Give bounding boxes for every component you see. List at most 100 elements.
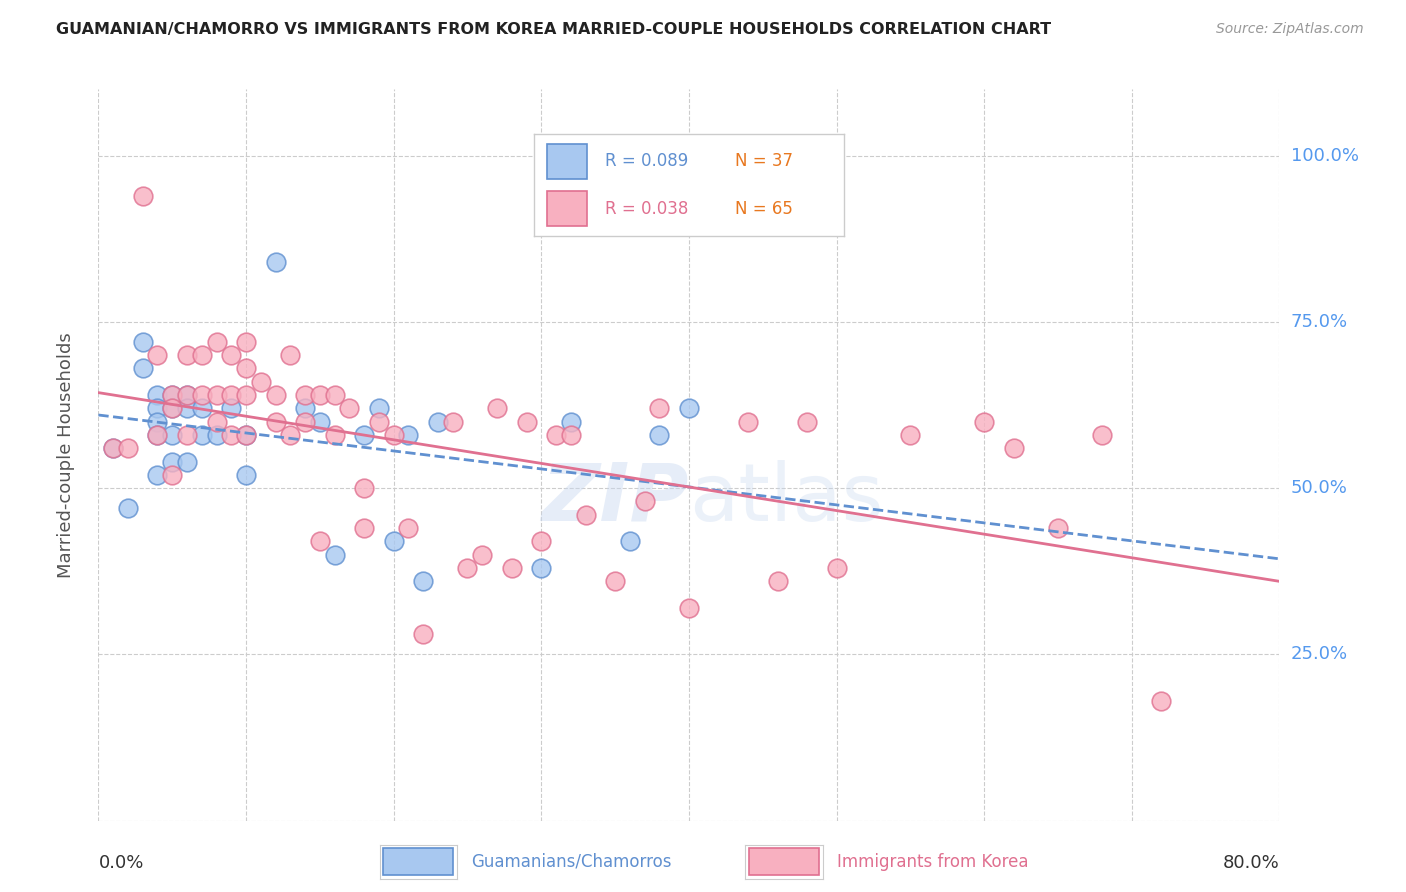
Point [368, 401, 391, 416]
Point [162, 428, 183, 442]
Point [205, 334, 228, 349]
Point [619, 534, 641, 549]
Point [353, 481, 375, 495]
Point [900, 428, 922, 442]
Point [560, 415, 582, 429]
Point [309, 415, 332, 429]
Point [441, 415, 464, 429]
Point [162, 454, 183, 468]
Point [191, 388, 214, 402]
Point [117, 501, 139, 516]
Point [235, 388, 257, 402]
Point [264, 415, 287, 429]
Text: N = 37: N = 37 [735, 153, 793, 170]
Point [544, 428, 567, 442]
Text: N = 65: N = 65 [735, 200, 793, 218]
Point [737, 415, 759, 429]
Text: Immigrants from Korea: Immigrants from Korea [837, 853, 1028, 871]
Point [396, 428, 419, 442]
Point [219, 388, 242, 402]
Point [132, 188, 155, 202]
Point [132, 361, 155, 376]
Point [605, 574, 627, 589]
Point [323, 388, 346, 402]
Point [353, 428, 375, 442]
Point [250, 375, 273, 389]
Point [471, 548, 494, 562]
Point [382, 428, 405, 442]
Point [162, 401, 183, 416]
Point [162, 388, 183, 402]
Text: R = 0.038: R = 0.038 [606, 200, 689, 218]
Point [219, 348, 242, 362]
Point [191, 428, 214, 442]
Bar [749, 848, 818, 875]
Point [294, 415, 316, 429]
Point [501, 561, 523, 575]
Point [323, 428, 346, 442]
Point [146, 428, 169, 442]
Point [1002, 442, 1025, 456]
Text: 80.0%: 80.0% [1223, 854, 1279, 871]
Point [219, 401, 242, 416]
Point [146, 401, 169, 416]
Point [235, 361, 257, 376]
Point [132, 334, 155, 349]
Point [146, 428, 169, 442]
Point [146, 388, 169, 402]
Point [103, 442, 125, 456]
Text: GUAMANIAN/CHAMORRO VS IMMIGRANTS FROM KOREA MARRIED-COUPLE HOUSEHOLDS CORRELATIO: GUAMANIAN/CHAMORRO VS IMMIGRANTS FROM KO… [56, 22, 1052, 37]
Point [486, 401, 509, 416]
Point [235, 467, 257, 482]
Point [1046, 521, 1069, 535]
Point [337, 401, 360, 416]
Point [294, 401, 316, 416]
Point [176, 454, 198, 468]
Point [278, 428, 302, 442]
Bar [547, 191, 586, 226]
Point [396, 521, 419, 535]
Text: Guamanians/Chamorros: Guamanians/Chamorros [471, 853, 672, 871]
Text: R = 0.089: R = 0.089 [606, 153, 689, 170]
Point [205, 388, 228, 402]
Point [530, 561, 553, 575]
Point [294, 388, 316, 402]
Point [973, 415, 995, 429]
Point [515, 415, 537, 429]
Point [264, 388, 287, 402]
Point [235, 334, 257, 349]
Point [191, 348, 214, 362]
Text: atlas: atlas [689, 459, 883, 538]
Point [264, 255, 287, 269]
Point [146, 348, 169, 362]
Point [560, 428, 582, 442]
Point [176, 388, 198, 402]
Point [309, 388, 332, 402]
Y-axis label: Married-couple Households: Married-couple Households [56, 332, 75, 578]
Text: 0.0%: 0.0% [98, 854, 143, 871]
Point [278, 348, 302, 362]
Point [191, 401, 214, 416]
Text: Source: ZipAtlas.com: Source: ZipAtlas.com [1216, 22, 1364, 37]
Text: 25.0%: 25.0% [1291, 646, 1348, 664]
Point [146, 415, 169, 429]
Point [162, 401, 183, 416]
Point [323, 548, 346, 562]
Point [678, 401, 700, 416]
Text: 75.0%: 75.0% [1291, 313, 1348, 331]
Point [412, 574, 434, 589]
Point [162, 467, 183, 482]
Text: 50.0%: 50.0% [1291, 479, 1347, 497]
Point [235, 428, 257, 442]
Point [205, 415, 228, 429]
Point [530, 534, 553, 549]
Point [219, 428, 242, 442]
Point [427, 415, 450, 429]
Point [382, 534, 405, 549]
Point [456, 561, 478, 575]
Point [1150, 694, 1173, 708]
Point [766, 574, 789, 589]
Point [368, 415, 391, 429]
Point [412, 627, 434, 641]
Bar [384, 848, 453, 875]
